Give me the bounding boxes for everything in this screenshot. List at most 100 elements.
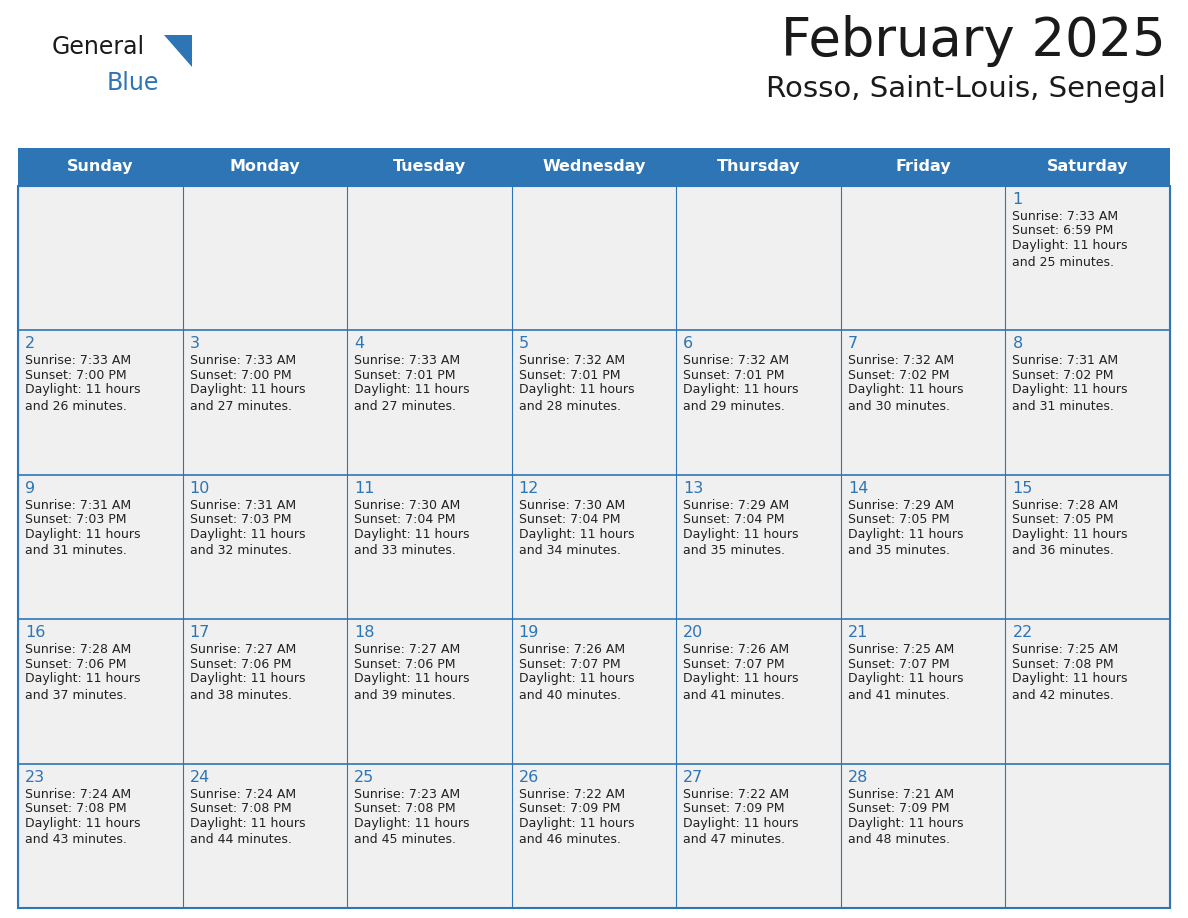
Text: Sunrise: 7:21 AM: Sunrise: 7:21 AM [848, 788, 954, 800]
Text: 21: 21 [848, 625, 868, 640]
Text: Sunrise: 7:30 AM: Sunrise: 7:30 AM [519, 498, 625, 512]
Bar [18, 330, 183, 475]
Text: Sunset: 7:06 PM: Sunset: 7:06 PM [25, 657, 126, 671]
Text: 6: 6 [683, 336, 694, 352]
Bar [347, 330, 512, 475]
Bar [1005, 186, 1170, 330]
Text: Wednesday: Wednesday [542, 160, 646, 174]
Text: Sunrise: 7:28 AM: Sunrise: 7:28 AM [1012, 498, 1119, 512]
Text: Sunrise: 7:25 AM: Sunrise: 7:25 AM [848, 644, 954, 656]
Text: Rosso, Saint-Louis, Senegal: Rosso, Saint-Louis, Senegal [766, 75, 1165, 103]
Text: Sunset: 7:08 PM: Sunset: 7:08 PM [190, 802, 291, 815]
Text: Sunrise: 7:26 AM: Sunrise: 7:26 AM [519, 644, 625, 656]
Text: Sunset: 7:03 PM: Sunset: 7:03 PM [190, 513, 291, 526]
Text: Sunset: 7:04 PM: Sunset: 7:04 PM [354, 513, 456, 526]
Text: Daylight: 11 hours
and 39 minutes.: Daylight: 11 hours and 39 minutes. [354, 672, 469, 701]
Text: 9: 9 [25, 481, 36, 496]
Text: Blue: Blue [107, 71, 159, 95]
Bar [841, 330, 1005, 475]
Text: Sunset: 7:08 PM: Sunset: 7:08 PM [354, 802, 456, 815]
Text: Sunset: 7:01 PM: Sunset: 7:01 PM [683, 369, 785, 382]
Text: Daylight: 11 hours
and 29 minutes.: Daylight: 11 hours and 29 minutes. [683, 384, 798, 413]
Text: 20: 20 [683, 625, 703, 640]
Text: 12: 12 [519, 481, 539, 496]
Text: Friday: Friday [896, 160, 950, 174]
Bar [512, 764, 676, 908]
Text: Sunset: 6:59 PM: Sunset: 6:59 PM [1012, 225, 1114, 238]
Bar [512, 475, 676, 620]
Text: Daylight: 11 hours
and 26 minutes.: Daylight: 11 hours and 26 minutes. [25, 384, 140, 413]
Text: 15: 15 [1012, 481, 1032, 496]
Text: 17: 17 [190, 625, 210, 640]
Bar [512, 620, 676, 764]
Bar [18, 620, 183, 764]
Bar [841, 764, 1005, 908]
Bar [512, 330, 676, 475]
Bar [18, 475, 183, 620]
Bar [347, 475, 512, 620]
Text: Sunset: 7:08 PM: Sunset: 7:08 PM [1012, 657, 1114, 671]
Text: Daylight: 11 hours
and 33 minutes.: Daylight: 11 hours and 33 minutes. [354, 528, 469, 557]
Text: Sunrise: 7:22 AM: Sunrise: 7:22 AM [519, 788, 625, 800]
Text: 13: 13 [683, 481, 703, 496]
Text: Daylight: 11 hours
and 25 minutes.: Daylight: 11 hours and 25 minutes. [1012, 239, 1127, 268]
Text: Daylight: 11 hours
and 32 minutes.: Daylight: 11 hours and 32 minutes. [190, 528, 305, 557]
Bar [512, 186, 676, 330]
Text: Sunrise: 7:32 AM: Sunrise: 7:32 AM [848, 354, 954, 367]
Text: Daylight: 11 hours
and 31 minutes.: Daylight: 11 hours and 31 minutes. [25, 528, 140, 557]
Text: Daylight: 11 hours
and 46 minutes.: Daylight: 11 hours and 46 minutes. [519, 817, 634, 846]
Text: Daylight: 11 hours
and 35 minutes.: Daylight: 11 hours and 35 minutes. [683, 528, 798, 557]
Text: 22: 22 [1012, 625, 1032, 640]
Text: Sunset: 7:07 PM: Sunset: 7:07 PM [683, 657, 785, 671]
Text: Sunrise: 7:22 AM: Sunrise: 7:22 AM [683, 788, 789, 800]
Text: Daylight: 11 hours
and 28 minutes.: Daylight: 11 hours and 28 minutes. [519, 384, 634, 413]
Text: Daylight: 11 hours
and 30 minutes.: Daylight: 11 hours and 30 minutes. [848, 384, 963, 413]
Text: Daylight: 11 hours
and 42 minutes.: Daylight: 11 hours and 42 minutes. [1012, 672, 1127, 701]
Text: Sunrise: 7:32 AM: Sunrise: 7:32 AM [519, 354, 625, 367]
Text: 1: 1 [1012, 192, 1023, 207]
Bar [18, 148, 1170, 186]
Bar [1005, 475, 1170, 620]
Text: 28: 28 [848, 769, 868, 785]
Text: 16: 16 [25, 625, 45, 640]
Text: Daylight: 11 hours
and 43 minutes.: Daylight: 11 hours and 43 minutes. [25, 817, 140, 846]
Bar [676, 764, 841, 908]
Text: Daylight: 11 hours
and 45 minutes.: Daylight: 11 hours and 45 minutes. [354, 817, 469, 846]
Bar [183, 330, 347, 475]
Text: Sunset: 7:04 PM: Sunset: 7:04 PM [683, 513, 785, 526]
Text: Sunset: 7:09 PM: Sunset: 7:09 PM [683, 802, 785, 815]
Text: 25: 25 [354, 769, 374, 785]
Text: Sunrise: 7:24 AM: Sunrise: 7:24 AM [190, 788, 296, 800]
Text: Sunrise: 7:25 AM: Sunrise: 7:25 AM [1012, 644, 1119, 656]
Text: 10: 10 [190, 481, 210, 496]
Text: Sunrise: 7:33 AM: Sunrise: 7:33 AM [1012, 210, 1119, 223]
Text: Sunrise: 7:33 AM: Sunrise: 7:33 AM [25, 354, 131, 367]
Text: 14: 14 [848, 481, 868, 496]
Text: General: General [52, 35, 145, 59]
Bar [676, 186, 841, 330]
Bar [347, 186, 512, 330]
Bar [841, 475, 1005, 620]
Text: Monday: Monday [229, 160, 301, 174]
Text: Sunset: 7:07 PM: Sunset: 7:07 PM [519, 657, 620, 671]
Text: Sunset: 7:03 PM: Sunset: 7:03 PM [25, 513, 126, 526]
Text: 8: 8 [1012, 336, 1023, 352]
Text: February 2025: February 2025 [782, 15, 1165, 67]
Text: Daylight: 11 hours
and 41 minutes.: Daylight: 11 hours and 41 minutes. [848, 672, 963, 701]
Text: Sunset: 7:01 PM: Sunset: 7:01 PM [519, 369, 620, 382]
Bar [676, 330, 841, 475]
Text: Sunset: 7:06 PM: Sunset: 7:06 PM [354, 657, 456, 671]
Text: Daylight: 11 hours
and 34 minutes.: Daylight: 11 hours and 34 minutes. [519, 528, 634, 557]
Text: Daylight: 11 hours
and 27 minutes.: Daylight: 11 hours and 27 minutes. [190, 384, 305, 413]
Text: Thursday: Thursday [716, 160, 801, 174]
Text: 3: 3 [190, 336, 200, 352]
Text: Sunrise: 7:32 AM: Sunrise: 7:32 AM [683, 354, 789, 367]
Text: Sunrise: 7:24 AM: Sunrise: 7:24 AM [25, 788, 131, 800]
Text: 26: 26 [519, 769, 539, 785]
Text: 19: 19 [519, 625, 539, 640]
Text: Sunrise: 7:33 AM: Sunrise: 7:33 AM [354, 354, 460, 367]
Bar [841, 186, 1005, 330]
Bar [1005, 764, 1170, 908]
Text: 18: 18 [354, 625, 374, 640]
Text: Daylight: 11 hours
and 31 minutes.: Daylight: 11 hours and 31 minutes. [1012, 384, 1127, 413]
